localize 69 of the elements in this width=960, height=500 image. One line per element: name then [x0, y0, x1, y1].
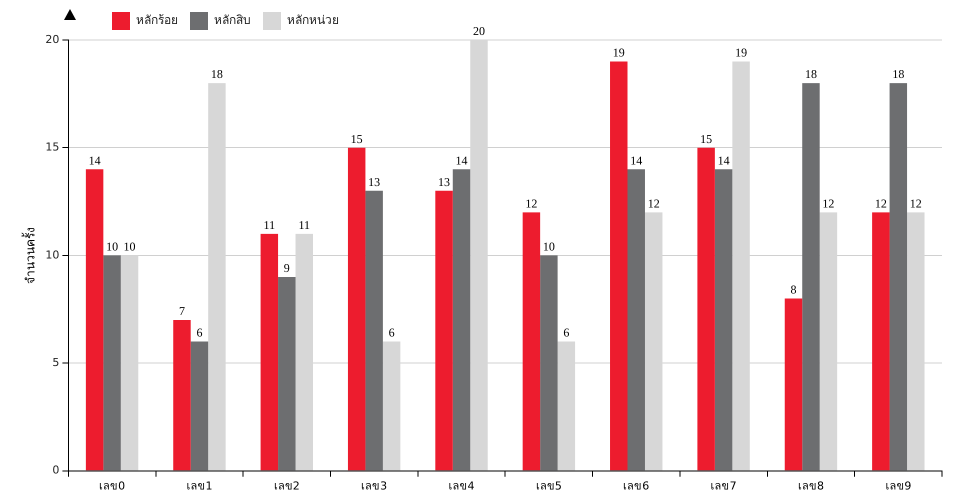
data-label: 18: [210, 67, 223, 82]
data-label: 6: [388, 326, 395, 340]
data-label: 12: [822, 196, 834, 210]
x-tick-label: เลข7: [710, 479, 737, 492]
bar: [610, 62, 628, 470]
legend-label: หลักหน่วย: [287, 13, 339, 28]
data-label: 12: [874, 196, 887, 210]
data-label: 12: [525, 196, 538, 210]
data-label: 13: [368, 174, 380, 189]
data-label: 19: [735, 46, 748, 60]
data-label: 7: [178, 304, 185, 318]
y-tick-label: 0: [52, 464, 60, 477]
bar: [628, 169, 645, 470]
bar: [890, 83, 908, 470]
data-label: 18: [804, 67, 817, 82]
data-label: 14: [718, 153, 730, 168]
data-label: 14: [88, 153, 101, 168]
x-tick-label: เลข5: [536, 479, 562, 492]
bar: [435, 190, 453, 470]
data-label: 8: [790, 282, 796, 297]
bar: [365, 190, 383, 470]
data-label: 10: [124, 240, 136, 254]
bar: [190, 342, 208, 470]
y-tick-label: 15: [45, 140, 60, 154]
data-label: 15: [350, 132, 363, 146]
x-tick-label: เลข1: [186, 479, 212, 492]
x-tick-label: เลข8: [798, 479, 824, 492]
bar: [540, 255, 558, 470]
y-tick-label: 5: [52, 356, 60, 369]
x-tick-label: เลข3: [361, 479, 388, 492]
bar: [452, 169, 470, 470]
y-tick-label: 20: [45, 32, 60, 46]
legend-label: หลักสิบ: [214, 13, 251, 28]
data-label: 6: [563, 326, 570, 340]
data-label: 18: [892, 67, 904, 82]
bar: [714, 169, 732, 470]
data-label: 9: [284, 261, 290, 276]
bar: [697, 148, 715, 470]
data-label: 14: [630, 153, 642, 168]
x-tick-label: เลข9: [885, 479, 912, 492]
bar: [260, 234, 278, 470]
x-tick-label: เลข4: [448, 479, 475, 492]
data-label: 11: [264, 218, 276, 232]
x-tick-label: เลข6: [623, 479, 650, 492]
data-label: 11: [298, 218, 310, 232]
bar: [86, 169, 104, 470]
bar: [802, 83, 820, 470]
data-label: 13: [438, 174, 450, 189]
data-label: 20: [472, 24, 485, 38]
data-label: 12: [910, 196, 922, 210]
bar: [522, 212, 540, 470]
data-label: 12: [648, 196, 660, 210]
data-label: 10: [542, 240, 555, 254]
data-label: 10: [106, 240, 118, 254]
y-tick-label: 10: [45, 248, 60, 262]
bar: [872, 212, 890, 470]
bar: [278, 276, 296, 470]
legend-label: หลักร้อย: [136, 13, 178, 28]
x-tick-label: เลข2: [274, 479, 300, 492]
data-label: 6: [196, 326, 202, 340]
data-label: 15: [700, 132, 712, 146]
bar: [103, 255, 121, 470]
y-axis-title: จำนวนครั้ง: [21, 226, 38, 284]
bar: [173, 320, 191, 470]
bar: [784, 298, 802, 470]
x-tick-label: เลข0: [99, 479, 126, 492]
data-label: 19: [612, 46, 625, 60]
bar: [348, 148, 366, 470]
data-label: 14: [456, 153, 468, 168]
